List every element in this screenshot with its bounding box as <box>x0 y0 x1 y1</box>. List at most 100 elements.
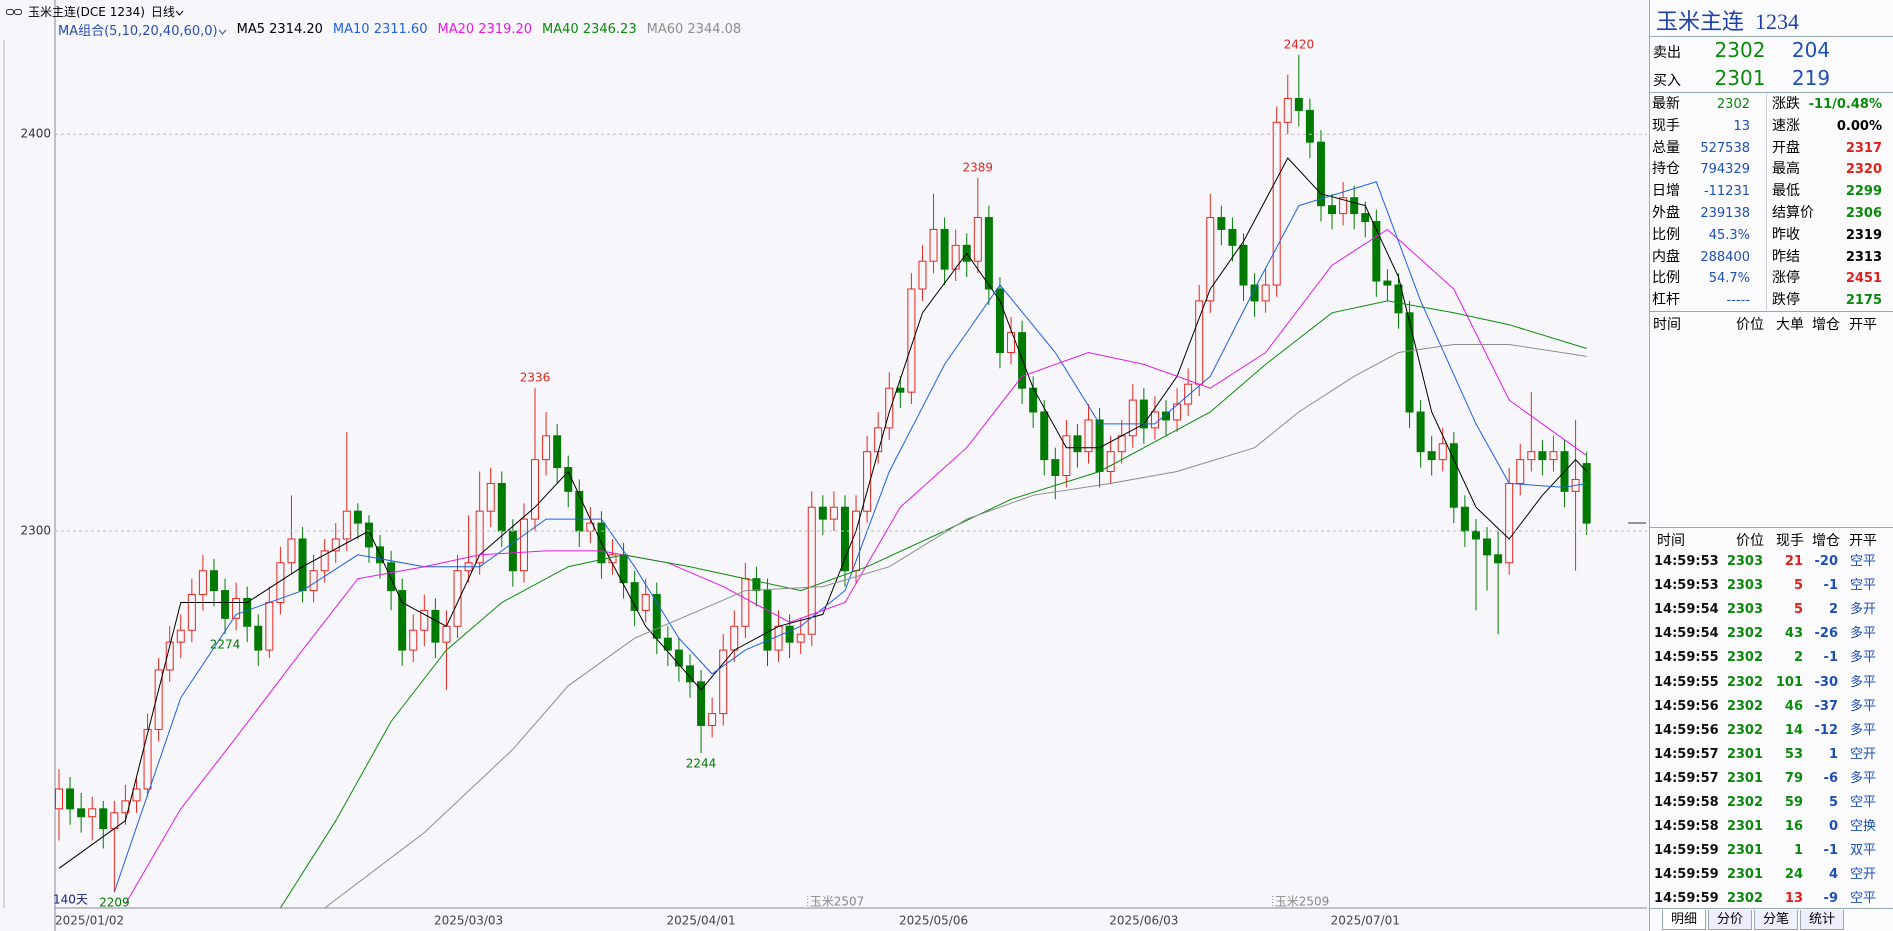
candle-body <box>1062 435 1071 476</box>
period-label: 140天 <box>53 893 88 907</box>
tick-oi-change: -26 <box>1814 626 1839 642</box>
candle-body <box>99 808 108 830</box>
tick-oi-change: 1 <box>1828 746 1838 762</box>
candle-body <box>77 808 86 818</box>
candle-body <box>1150 411 1159 429</box>
stat-label: 昨收 <box>1772 226 1800 243</box>
dropdown-icon <box>175 10 184 16</box>
tick-volume: 2 <box>1793 650 1803 666</box>
legend-name: MA10 <box>332 22 370 37</box>
period-selector[interactable]: 日线 <box>151 3 184 20</box>
tick-volume: 79 <box>1784 770 1803 786</box>
candle-body <box>497 482 506 532</box>
candle-body <box>1339 197 1348 215</box>
stat-value: 0.00% <box>1836 118 1882 134</box>
candle-body <box>1128 399 1137 437</box>
candle-body <box>1294 98 1303 111</box>
tick-volume: 101 <box>1775 674 1803 690</box>
candle-body <box>663 637 672 651</box>
tick-volume: 24 <box>1784 867 1803 883</box>
x-tick-label: 2025/05/06 <box>899 914 968 928</box>
tick-type: 空平 <box>1849 795 1876 810</box>
tick-time: 14:59:55 <box>1654 650 1719 666</box>
tab[interactable]: 分价 <box>1708 910 1752 930</box>
candle-body <box>1195 300 1204 385</box>
candle-body <box>741 578 750 627</box>
stat-value: 2317 <box>1845 140 1882 156</box>
tab[interactable]: 明细 <box>1662 910 1706 930</box>
tick-type: 空开 <box>1849 867 1876 883</box>
candle-body <box>475 510 484 564</box>
tick-time: 14:59:54 <box>1654 602 1719 618</box>
candle-body <box>1372 221 1381 282</box>
candle-body <box>652 594 661 639</box>
candle-body <box>829 506 838 520</box>
ma-line <box>58 157 1588 869</box>
legend-name: MA20 <box>437 22 475 37</box>
candle-body <box>1438 443 1447 461</box>
detail-header: 大单 <box>1776 317 1804 333</box>
high-label: 2336 <box>520 371 551 385</box>
tick-price: 2302 <box>1726 698 1763 714</box>
tick-type: 多平 <box>1849 674 1876 690</box>
tick-volume: 46 <box>1784 698 1803 714</box>
tick-price: 2301 <box>1726 819 1763 835</box>
tick-oi-change: -9 <box>1823 891 1838 907</box>
candle-body <box>1494 554 1503 564</box>
contract-label: 玉米2507 <box>810 895 865 909</box>
legend-name: MA40 <box>542 22 579 37</box>
candle-body <box>774 625 783 651</box>
candle-body <box>641 594 650 611</box>
stat-label: 现手 <box>1652 117 1680 134</box>
candle-body <box>132 788 141 802</box>
candle-body <box>1383 280 1392 286</box>
legend-value: 2319.20 <box>478 22 533 37</box>
candle-body <box>1582 463 1591 524</box>
divider <box>1650 908 1893 909</box>
candle-body <box>1527 451 1536 461</box>
stat-label: 速涨 <box>1772 117 1800 134</box>
stat-value: 2320 <box>1845 162 1882 178</box>
indicator-selector[interactable]: MA组合(5,10,20,40,60,0) <box>58 20 227 39</box>
divider <box>1766 94 1767 310</box>
candle-body <box>1316 141 1325 207</box>
candle-body <box>818 506 827 520</box>
tick-volume: 53 <box>1784 746 1803 762</box>
tick-volume: 43 <box>1784 626 1803 642</box>
stat-value: 2451 <box>1845 271 1882 287</box>
tab[interactable]: 分笔 <box>1754 910 1798 930</box>
candle-body <box>763 590 772 651</box>
candle-body <box>752 578 761 592</box>
candle-body <box>1239 244 1248 286</box>
candle-body <box>995 288 1004 353</box>
legend-value: 2314.20 <box>269 22 323 37</box>
tick-volume: 21 <box>1784 554 1803 569</box>
legend-value: 2311.60 <box>373 22 428 37</box>
candle-body <box>1483 538 1492 556</box>
stat-value: 2306 <box>1845 206 1882 221</box>
tick-price: 2302 <box>1726 795 1763 810</box>
candle-body <box>708 713 717 726</box>
legend-item: MA40 2346.23 <box>542 22 637 37</box>
tick-time: 14:59:59 <box>1654 867 1719 883</box>
tick-time: 14:59:54 <box>1654 626 1719 642</box>
tick-time: 14:59:58 <box>1654 795 1719 810</box>
tick-time: 14:59:59 <box>1654 843 1719 859</box>
candle-body <box>1206 217 1215 302</box>
tick-time: 14:59:59 <box>1654 891 1719 907</box>
x-tick-label: 2025/01/02 <box>55 914 124 928</box>
symbol: 玉米主连(DCE 1234) <box>28 5 145 19</box>
tick-volume: 59 <box>1784 795 1803 810</box>
detail-header: 价位 <box>1736 317 1764 333</box>
tab[interactable]: 统计 <box>1800 910 1844 930</box>
tick-time: 14:59:53 <box>1654 578 1719 594</box>
candle-body <box>209 570 218 592</box>
tick-type: 空开 <box>1849 746 1876 762</box>
low-label: 2209 <box>99 896 130 910</box>
candle-body <box>276 562 285 603</box>
detail-header: 增仓 <box>1812 317 1840 333</box>
quote-panel: 玉米主连 1234 卖出 2302 204 买入 2301 219 最新 2302 涨跌 -11/… <box>1649 0 1893 931</box>
stat-label: 持仓 <box>1652 161 1680 178</box>
high-label: 2389 <box>963 160 994 174</box>
candle-body <box>918 260 927 290</box>
